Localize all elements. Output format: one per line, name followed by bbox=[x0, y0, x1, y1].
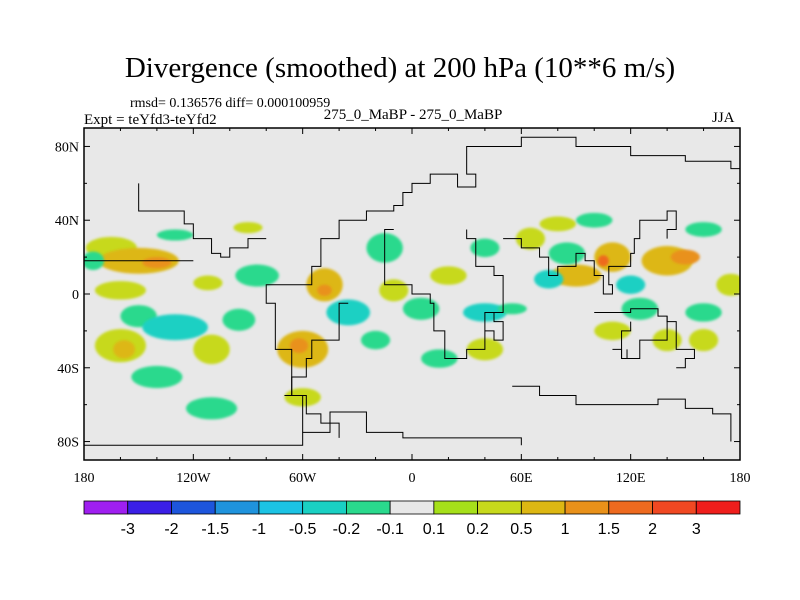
colorbar-label: 0.5 bbox=[510, 521, 532, 538]
colorbar-label: 0.2 bbox=[466, 521, 488, 538]
colorbar-swatch bbox=[171, 500, 216, 515]
field-blob-33 bbox=[470, 238, 500, 258]
field-blob-29 bbox=[360, 330, 391, 350]
axis-ticks: 180 120W 60W 0 60E 120E 180 80N 40N 0 40S 80S bbox=[55, 128, 751, 486]
field-blob-35 bbox=[539, 216, 576, 232]
coastline-0 bbox=[84, 411, 522, 446]
field-blob-26 bbox=[326, 299, 371, 326]
y-tick-label: 0 bbox=[72, 288, 79, 303]
x-tick-label: 60W bbox=[289, 471, 317, 486]
field-blob-22 bbox=[324, 234, 354, 272]
coastline-5 bbox=[503, 210, 677, 295]
coastline-12 bbox=[138, 183, 267, 258]
colorbar-label: -2 bbox=[164, 521, 178, 538]
colorbar-swatch bbox=[520, 500, 566, 515]
coastline-3 bbox=[384, 228, 504, 360]
season-label: JJA bbox=[712, 110, 735, 126]
x-tick-label: 0 bbox=[409, 471, 416, 486]
field-blob-34 bbox=[515, 227, 546, 250]
colorbar-swatch bbox=[695, 500, 741, 515]
x-tick-label: 120W bbox=[176, 471, 211, 486]
colorbar-swatch bbox=[652, 500, 697, 515]
field-blob-7 bbox=[235, 264, 279, 287]
colorbar-swatch bbox=[345, 500, 391, 515]
colorbar-label: -1 bbox=[252, 521, 266, 538]
field-blob-19 bbox=[156, 229, 194, 241]
coastline-2 bbox=[291, 302, 349, 396]
field-blob-16 bbox=[131, 365, 183, 389]
field-blob-46 bbox=[688, 329, 719, 352]
chart-title: Divergence (smoothed) at 200 hPa (10**6 … bbox=[124, 52, 676, 84]
field-blob-17 bbox=[186, 397, 238, 420]
colorbar-swatch bbox=[564, 500, 610, 515]
colorbar-label: -0.1 bbox=[376, 521, 404, 538]
colorbar-label: -0.2 bbox=[333, 521, 361, 538]
colorbar-swatch bbox=[389, 500, 435, 515]
coastline-4 bbox=[484, 312, 504, 341]
colorbar-label: -0.5 bbox=[289, 521, 317, 538]
x-tick-label: 60E bbox=[510, 471, 533, 486]
colorbar-swatch bbox=[214, 500, 260, 515]
field-blob-4 bbox=[94, 281, 146, 300]
field-blob-51 bbox=[685, 222, 722, 237]
colorbar-swatch bbox=[608, 500, 653, 515]
colorbar-swatch bbox=[258, 500, 304, 515]
coastline-10 bbox=[284, 394, 340, 438]
colorbar-label: -1.5 bbox=[201, 521, 229, 538]
colorbar-label: 2 bbox=[648, 521, 657, 538]
field-blob-2 bbox=[142, 257, 172, 269]
field-blob-25 bbox=[317, 284, 332, 296]
colorbar-label: 0.1 bbox=[423, 521, 445, 538]
field-blob-12 bbox=[113, 340, 136, 359]
y-tick-label: 40S bbox=[57, 362, 79, 377]
colorbar: -3 -2 -1.5 -1 -0.5 -0.2 -0.1 0.1 0.2 0.5 1 1.5 2 3 bbox=[83, 500, 741, 538]
x-tick-label: 180 bbox=[730, 471, 751, 486]
field-blob-32 bbox=[497, 303, 527, 315]
coastline-9 bbox=[512, 385, 732, 442]
field-blob-30 bbox=[430, 266, 467, 285]
y-tick-label: 40N bbox=[55, 214, 79, 229]
coastline-6 bbox=[594, 308, 668, 360]
x-tick-label: 180 bbox=[74, 471, 95, 486]
field-blob-13 bbox=[193, 334, 230, 365]
coastline-1 bbox=[265, 136, 740, 433]
field-blob-6 bbox=[193, 275, 223, 291]
colorbar-label: 1.5 bbox=[598, 521, 620, 538]
field-blob-9 bbox=[142, 314, 208, 341]
field-blob-20 bbox=[233, 222, 263, 234]
y-tick-label: 80N bbox=[55, 140, 79, 155]
field-blob-39 bbox=[550, 264, 602, 287]
field-blob-38 bbox=[597, 255, 609, 267]
colorbar-swatch bbox=[477, 500, 522, 515]
field-blob-53 bbox=[716, 273, 740, 296]
field-blob-36 bbox=[576, 212, 613, 228]
field-blob-21 bbox=[306, 216, 336, 232]
stats-label: rmsd= 0.136576 diff= 0.000100959 bbox=[130, 96, 331, 111]
colorbar-swatch bbox=[127, 500, 172, 515]
colorbar-label: -3 bbox=[121, 521, 135, 538]
field-blob-50 bbox=[421, 349, 458, 368]
y-tick-label: 80S bbox=[57, 436, 79, 451]
field-blob-27 bbox=[379, 279, 409, 302]
field-blob-15 bbox=[289, 338, 309, 354]
coastline-7 bbox=[666, 316, 695, 369]
field-blob-44 bbox=[670, 249, 700, 265]
experiments-label: 275_0_MaBP - 275_0_MaBP bbox=[323, 107, 503, 123]
field-blob-52 bbox=[616, 275, 646, 294]
field-blob-10 bbox=[222, 308, 256, 331]
coastline-8 bbox=[612, 348, 628, 360]
expt-label: Expt = teYfd3-teYfd2 bbox=[84, 112, 217, 128]
colorbar-swatch bbox=[433, 500, 479, 515]
colorbar-swatch bbox=[83, 500, 129, 515]
coastline-layer bbox=[84, 136, 740, 446]
field-blob-45 bbox=[685, 303, 722, 322]
colorbar-label: 1 bbox=[561, 521, 570, 538]
colorbar-swatch bbox=[302, 500, 347, 515]
field-blob-41 bbox=[534, 270, 564, 289]
x-tick-label: 120E bbox=[616, 471, 646, 486]
colorbar-label: 3 bbox=[692, 521, 701, 538]
